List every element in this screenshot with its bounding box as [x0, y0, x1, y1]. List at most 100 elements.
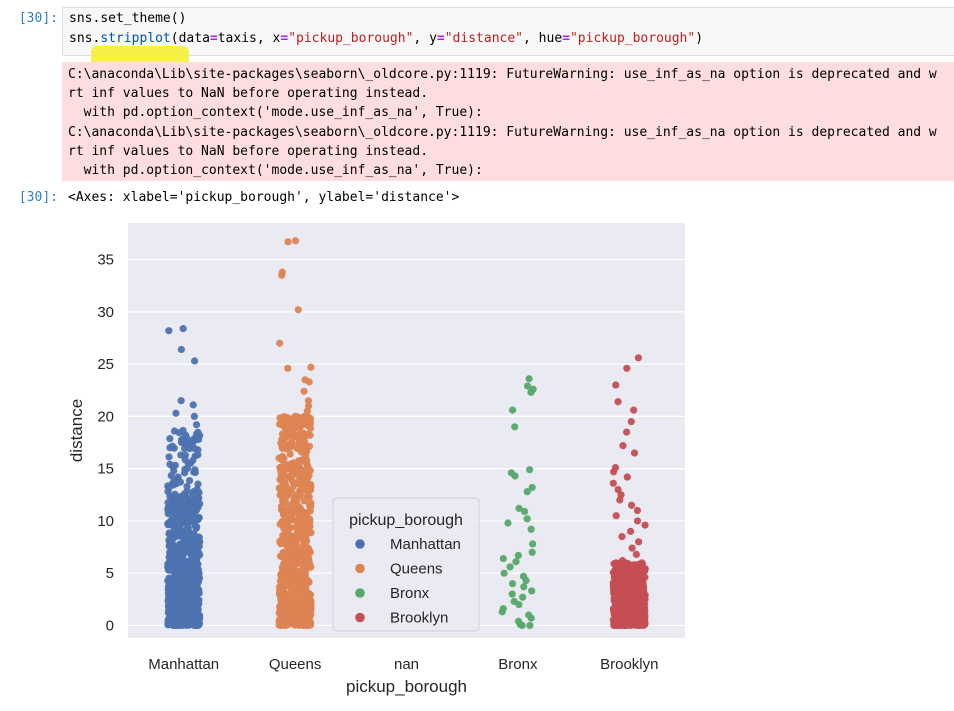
strip-point: [276, 602, 284, 610]
x-tick-label: Manhattan: [148, 656, 219, 673]
strip-point: [285, 563, 293, 571]
strip-point: [164, 597, 172, 605]
strip-point: [278, 591, 286, 599]
strip-plot: 0 5 10 15 20 25 30 35 Manhattan Queens nan Bronx Bro…: [67, 223, 685, 696]
strip-point: [515, 504, 523, 512]
strip-point: [172, 568, 180, 577]
strip-point: [282, 461, 290, 469]
strip-point: [613, 621, 621, 630]
strip-point: [515, 600, 523, 609]
strip-point: [286, 568, 294, 576]
strip-point: [301, 596, 309, 604]
strip-point: [171, 490, 179, 498]
strip-point: [286, 450, 294, 458]
y-tick-label: 10: [97, 513, 114, 530]
code-token: , hue: [523, 31, 563, 46]
strip-point: [171, 461, 179, 469]
strip-point: [165, 453, 173, 461]
strip-point: [193, 523, 201, 531]
strip-point: [301, 570, 309, 579]
strip-points: [164, 237, 649, 630]
x-tick-label: Bronx: [498, 656, 538, 673]
strip-point: [291, 621, 299, 629]
strip-point: [609, 479, 617, 487]
code-token: (data: [170, 31, 210, 46]
strip-point: [279, 418, 287, 426]
strip-point: [183, 464, 192, 472]
strip-point: [612, 512, 620, 520]
strip-point: [194, 480, 202, 488]
strip-point: [527, 388, 535, 396]
strip-point: [638, 559, 646, 567]
strip-point: [184, 581, 192, 589]
strip-point: [185, 611, 193, 619]
strip-point: [610, 560, 618, 568]
strip-point: [191, 357, 199, 365]
strip-point: [626, 527, 635, 535]
strip-point: [193, 584, 201, 592]
strip-point: [172, 409, 180, 417]
strip-point: [303, 492, 311, 500]
strip-point: [173, 475, 181, 483]
strip-point: [290, 532, 298, 540]
strip-point: [303, 471, 311, 479]
strip-point: [189, 505, 197, 513]
strip-point: [617, 591, 626, 599]
code-line-1: sns.set_theme(): [69, 11, 186, 26]
strip-point: [636, 620, 644, 628]
strip-point: [303, 537, 311, 545]
axes-repr-output: <Axes: xlabel='pickup_borough', ylabel='…: [68, 190, 460, 205]
strip-point: [183, 616, 192, 624]
strip-point: [196, 500, 204, 508]
strip-point: [195, 575, 203, 583]
strip-point: [296, 511, 304, 519]
strip-point: [300, 441, 308, 449]
strip-point: [166, 434, 174, 443]
y-tick-label: 30: [97, 304, 114, 321]
strip-point: [511, 423, 519, 431]
strip-point: [527, 525, 535, 533]
strip-point: [618, 533, 626, 541]
strip-point: [622, 575, 630, 583]
strip-point: [300, 387, 308, 395]
strip-point: [610, 468, 618, 476]
strip-point: [527, 614, 535, 622]
y-tick-label: 20: [97, 408, 114, 425]
strip-point: [305, 378, 313, 386]
legend-marker: [355, 539, 365, 549]
strip-point: [298, 546, 306, 554]
strip-point: [183, 565, 191, 573]
strip-point: [629, 595, 637, 603]
strip-point: [300, 497, 308, 505]
strip-point: [298, 414, 307, 422]
strip-point: [619, 564, 627, 573]
strip-point: [512, 558, 520, 566]
strip-point: [190, 444, 199, 453]
strip-point: [504, 519, 512, 527]
strip-point: [306, 414, 314, 423]
strip-point: [185, 477, 194, 485]
strip-point: [526, 621, 534, 630]
strip-point: [297, 522, 306, 531]
strip-point: [195, 537, 203, 545]
strip-point: [298, 620, 307, 628]
legend-label: Queens: [390, 561, 443, 578]
strip-point: [278, 271, 286, 279]
strip-point: [641, 596, 649, 604]
strip-point: [518, 621, 526, 630]
strip-point: [177, 615, 185, 623]
strip-point: [170, 621, 178, 629]
strip-point: [164, 482, 172, 490]
strip-point: [194, 515, 202, 523]
code-line-2: sns.stripplot(data=taxis, x="pickup_boro…: [69, 31, 703, 46]
strip-point: [277, 620, 285, 628]
strip-point: [171, 500, 179, 508]
strip-point: [624, 569, 632, 577]
strip-point: [526, 466, 534, 474]
code-cell-input[interactable]: sns.set_theme() sns.stripplot(data=taxis…: [62, 7, 954, 56]
strip-point: [630, 406, 638, 414]
strip-point: [294, 596, 302, 604]
strip-point: [307, 363, 315, 371]
strip-point: [613, 573, 622, 581]
strip-point: [189, 401, 197, 409]
